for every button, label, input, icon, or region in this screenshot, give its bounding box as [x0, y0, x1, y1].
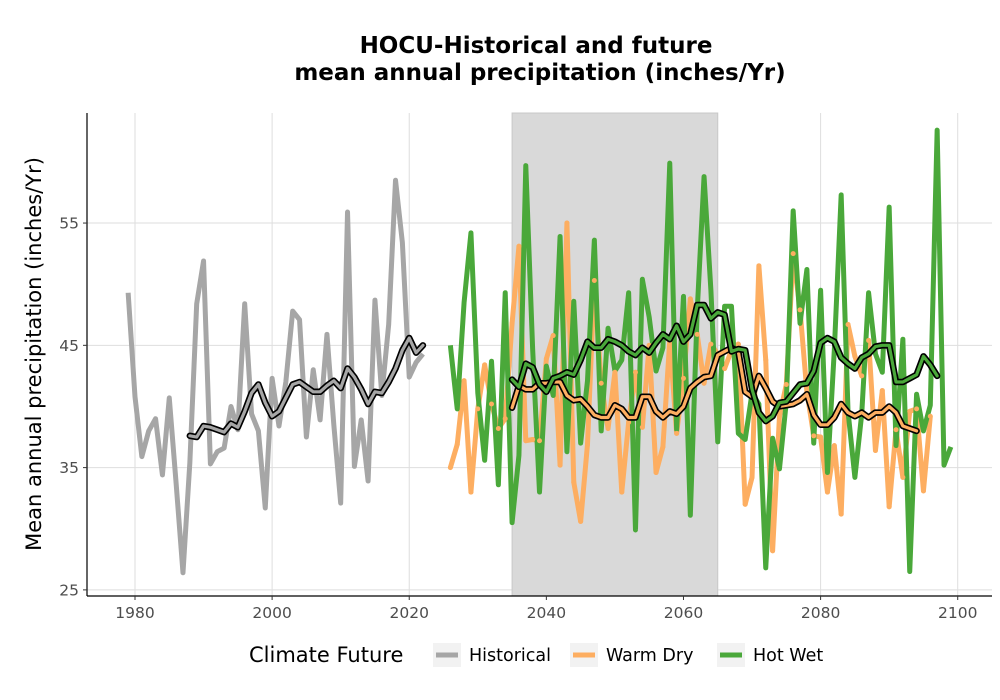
warm-dry-point — [591, 278, 597, 284]
chart-title-line-1: HOCU-Historical and future — [360, 33, 713, 59]
series-line-historical — [125, 177, 425, 576]
warm-dry-point — [687, 296, 693, 302]
x-tick-label: 2080 — [801, 604, 840, 622]
warm-dry-point — [859, 373, 865, 379]
warm-dry-point — [763, 357, 769, 363]
y-tick-label: 55 — [59, 215, 79, 233]
warm-dry-point — [537, 438, 542, 444]
warm-dry-point — [454, 441, 460, 447]
warm-dry-point — [468, 489, 474, 495]
warm-dry-point — [708, 341, 714, 347]
legend-title: Climate Future — [249, 643, 403, 667]
warm-dry-point — [893, 427, 899, 433]
x-tick-label: 2100 — [938, 604, 977, 622]
warm-dry-point — [818, 434, 824, 440]
warm-dry-point — [489, 401, 495, 407]
warm-dry-point — [495, 425, 501, 431]
warm-dry-point — [550, 333, 556, 339]
warm-dry-point — [564, 220, 570, 226]
warm-dry-point — [598, 380, 604, 386]
warm-dry-point — [742, 501, 748, 507]
hot-wet-rolling-mean-line — [510, 303, 939, 423]
warm-dry-point — [722, 366, 728, 372]
y-tick-label: 25 — [59, 581, 79, 599]
warm-dry-point — [571, 479, 577, 485]
warm-dry-point — [523, 438, 529, 444]
warm-dry-point — [578, 518, 584, 524]
warm-dry-point — [735, 341, 741, 347]
warm-dry-point — [516, 243, 522, 249]
warm-dry-point — [639, 424, 645, 430]
warm-dry-point — [886, 504, 892, 510]
warm-dry-point — [838, 511, 844, 517]
warm-dry-point — [749, 474, 755, 480]
y-axis-title: Mean annual precipitation (inches/Yr) — [22, 157, 46, 551]
warm-dry-point — [557, 462, 563, 468]
chart-title-line-2: mean annual precipitation (inches/Yr) — [294, 60, 785, 86]
warm-dry-point — [447, 465, 453, 471]
warm-dry-point — [674, 430, 680, 436]
chart-title: HOCU-Historical and future mean annual p… — [294, 33, 785, 86]
warm-dry-point — [632, 369, 638, 375]
warm-dry-point — [653, 469, 659, 475]
warm-dry-point — [680, 375, 686, 381]
y-tick-label: 45 — [59, 337, 79, 355]
warm-dry-point — [845, 322, 851, 328]
warm-dry-point — [694, 331, 700, 337]
legend-label-warm-dry: Warm Dry — [606, 646, 693, 666]
warm-dry-point — [872, 447, 878, 453]
series-lines — [125, 127, 954, 576]
warm-dry-point — [756, 263, 762, 269]
x-tick-label: 1980 — [115, 604, 154, 622]
warm-dry-point — [612, 369, 618, 375]
warm-dry-point — [530, 436, 536, 442]
legend-label-hot-wet: Hot Wet — [753, 646, 823, 666]
legend-label-historical: Historical — [469, 646, 551, 666]
warm-dry-point — [907, 408, 913, 414]
warm-dry-point — [790, 251, 796, 257]
x-tick-label: 2040 — [527, 604, 566, 622]
warm-dry-point — [866, 337, 872, 343]
warm-dry-point — [482, 362, 488, 368]
warm-dry-point — [626, 419, 632, 425]
axes: 1980 2000 2020 2040 2060 2080 2100 25 35 45 55 — [59, 113, 992, 622]
warm-dry-point — [660, 444, 666, 450]
warm-dry-point — [619, 489, 625, 495]
warm-dry-point — [605, 425, 611, 431]
warm-dry-point — [824, 489, 830, 495]
warm-dry-point — [475, 406, 481, 412]
warm-dry-point — [927, 413, 933, 419]
warm-dry-point — [920, 488, 926, 494]
warm-dry-point — [797, 307, 803, 313]
warm-dry-point — [584, 441, 590, 447]
x-tick-label: 2060 — [664, 604, 703, 622]
warm-dry-point — [502, 416, 508, 422]
warm-dry-point — [461, 378, 467, 384]
warm-dry-point — [831, 443, 837, 449]
historical-rolling-mean-line — [188, 336, 425, 439]
warm-dry-rolling-mean-line — [510, 346, 919, 433]
warm-dry-point — [914, 406, 920, 412]
y-tick-label: 35 — [59, 459, 79, 477]
warm-dry-point — [879, 388, 885, 394]
warm-dry-point — [900, 474, 906, 480]
legend: Climate Future Historical Warm Dry Hot Wet — [249, 643, 823, 667]
plot-area: 1980 2000 2020 2040 2060 2080 2100 25 35 45 55 — [59, 112, 992, 622]
warm-dry-point — [543, 356, 549, 362]
x-tick-label: 2000 — [252, 604, 291, 622]
warm-dry-point — [852, 353, 858, 359]
warm-dry-point — [776, 413, 782, 419]
x-tick-label: 2020 — [390, 604, 429, 622]
warm-dry-point — [783, 381, 789, 387]
warm-dry-point — [509, 320, 515, 326]
warm-dry-point — [811, 433, 817, 439]
warm-dry-point — [770, 548, 776, 554]
